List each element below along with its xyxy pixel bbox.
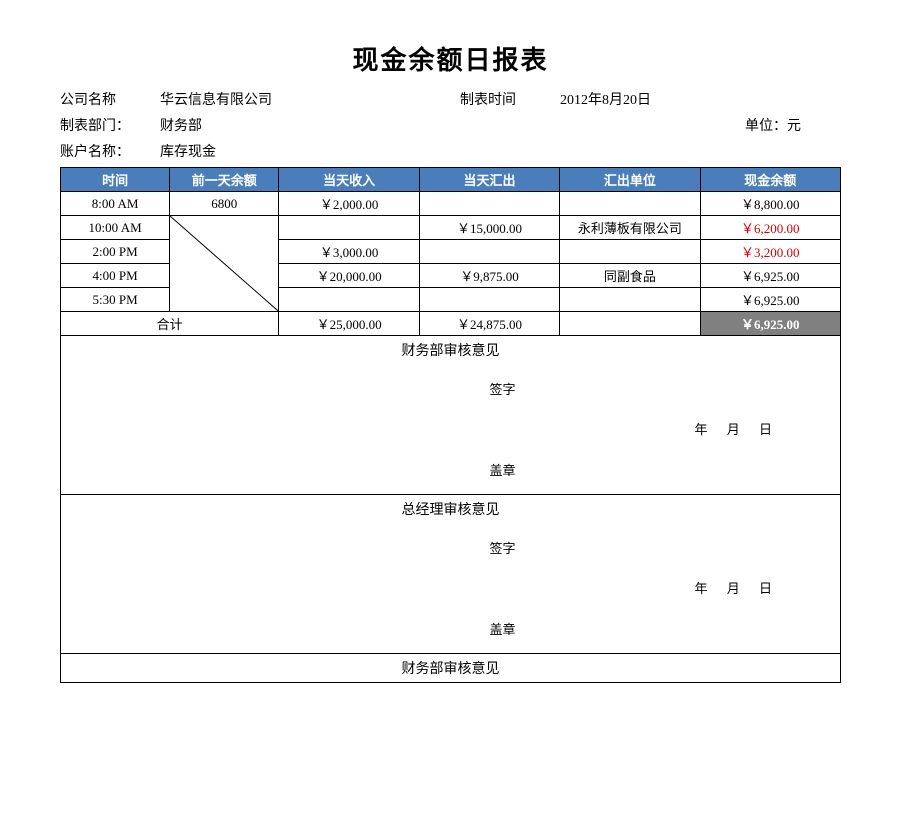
report-page: 现金余额日报表 公司名称 华云信息有限公司 制表时间 2012年8月20日 制表…	[0, 0, 901, 816]
meta-row-2: 制表部门： 财务部 单位：元	[60, 115, 841, 135]
meta-row-1: 公司名称 华云信息有限公司 制表时间 2012年8月20日	[60, 89, 841, 109]
cell-time: 4:00 PM	[61, 264, 170, 288]
cell-out-unit: 永利薄板有限公司	[560, 216, 700, 240]
cell-balance: ￥3,200.00	[700, 240, 840, 264]
th-balance: 现金余额	[700, 168, 840, 192]
report-time-value: 2012年8月20日	[560, 89, 841, 109]
total-blank	[560, 312, 700, 336]
table-body: 8:00 AM6800￥2,000.00 ￥8,800.00 10:00 AM ￥15…	[61, 192, 841, 336]
sign-date: 年 月 日	[694, 419, 780, 438]
total-label: 合计	[61, 312, 279, 336]
th-income: 当天收入	[279, 168, 419, 192]
cell-out-unit	[560, 288, 700, 312]
sign-label-seal: 盖章	[489, 460, 515, 479]
diagonal-cell	[170, 216, 279, 312]
unit-label: 单位：元	[745, 115, 841, 135]
cell-time: 2:00 PM	[61, 240, 170, 264]
table-row: 10:00 AM ￥15,000.00永利薄板有限公司￥6,200.00	[61, 216, 841, 240]
header-row: 时间 前一天余额 当天收入 当天汇出 汇出单位 现金余额	[61, 168, 841, 192]
sign-date: 年 月 日	[694, 578, 780, 597]
th-out: 当天汇出	[419, 168, 559, 192]
table-row: 8:00 AM6800￥2,000.00 ￥8,800.00	[61, 192, 841, 216]
report-time-label: 制表时间	[460, 89, 560, 109]
signature-body: 签字年 月 日盖章	[61, 523, 840, 653]
cell-balance: ￥6,200.00	[700, 216, 840, 240]
signature-block: 财务部审核意见签字年 月 日盖章	[60, 336, 841, 495]
report-title: 现金余额日报表	[60, 40, 841, 77]
cell-out-unit	[560, 240, 700, 264]
cell-balance: ￥6,925.00	[700, 264, 840, 288]
account-label: 账户名称：	[60, 141, 160, 161]
th-prev: 前一天余额	[170, 168, 279, 192]
sign-label-signature: 签字	[489, 379, 515, 398]
cell-out: ￥9,875.00	[419, 264, 559, 288]
cell-income: ￥3,000.00	[279, 240, 419, 264]
cell-prev-balance: 6800	[170, 192, 279, 216]
signature-area: 财务部审核意见签字年 月 日盖章总经理审核意见签字年 月 日盖章财务部审核意见	[60, 336, 841, 683]
cell-out-unit: 同副食品	[560, 264, 700, 288]
cell-income: ￥2,000.00	[279, 192, 419, 216]
cell-out-unit	[560, 192, 700, 216]
dept-value: 财务部	[160, 115, 380, 135]
signature-title: 财务部审核意见	[61, 654, 840, 682]
company-label: 公司名称	[60, 89, 160, 109]
total-row: 合计￥25,000.00￥24,875.00 ￥6,925.00	[61, 312, 841, 336]
signature-block: 财务部审核意见	[60, 654, 841, 683]
cell-out	[419, 288, 559, 312]
total-out: ￥24,875.00	[419, 312, 559, 336]
cell-out	[419, 240, 559, 264]
meta-row-3: 账户名称： 库存现金	[60, 141, 841, 161]
cell-income	[279, 216, 419, 240]
signature-body: 签字年 月 日盖章	[61, 364, 840, 494]
total-balance: ￥6,925.00	[700, 312, 840, 336]
signature-title: 总经理审核意见	[61, 495, 840, 523]
sign-label-seal: 盖章	[489, 619, 515, 638]
cell-balance: ￥8,800.00	[700, 192, 840, 216]
sign-label-signature: 签字	[489, 538, 515, 557]
cell-time: 5:30 PM	[61, 288, 170, 312]
cell-balance: ￥6,925.00	[700, 288, 840, 312]
account-value: 库存现金	[160, 141, 380, 161]
total-income: ￥25,000.00	[279, 312, 419, 336]
th-time: 时间	[61, 168, 170, 192]
signature-block: 总经理审核意见签字年 月 日盖章	[60, 495, 841, 654]
signature-title: 财务部审核意见	[61, 336, 840, 364]
cell-time: 8:00 AM	[61, 192, 170, 216]
cell-income: ￥20,000.00	[279, 264, 419, 288]
cell-out	[419, 192, 559, 216]
cash-table: 时间 前一天余额 当天收入 当天汇出 汇出单位 现金余额 8:00 AM6800…	[60, 167, 841, 336]
cell-time: 10:00 AM	[61, 216, 170, 240]
dept-label: 制表部门：	[60, 115, 160, 135]
cell-out: ￥15,000.00	[419, 216, 559, 240]
th-out-unit: 汇出单位	[560, 168, 700, 192]
company-value: 华云信息有限公司	[160, 89, 380, 109]
cell-income	[279, 288, 419, 312]
